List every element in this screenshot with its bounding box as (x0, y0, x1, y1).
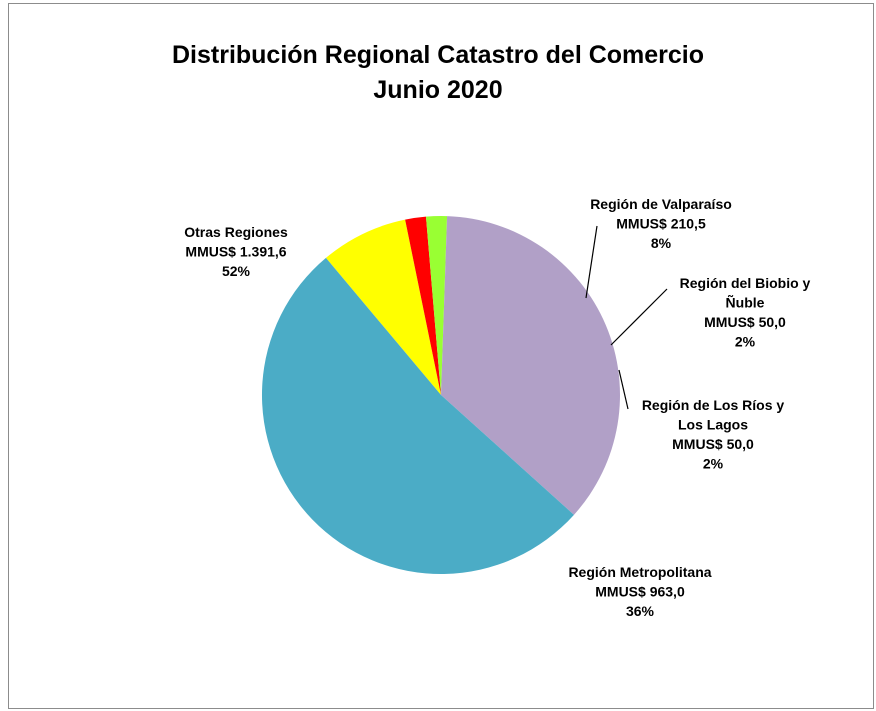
pie-slice-otras-regiones (261, 257, 574, 575)
data-label-metropolitana: Región Metropolitana MMUS$ 963,0 36% (568, 564, 711, 619)
leader-line-los-rios (618, 369, 629, 410)
pie-slice-valparaiso (325, 219, 441, 395)
chart-subtitle: Junio 2020 (373, 76, 503, 104)
data-label-valparaiso: Región de Valparaíso MMUS$ 210,5 8% (590, 196, 732, 251)
chart-title: Distribución Regional Catastro del Comer… (171, 41, 705, 69)
leader-line-valparaiso (585, 225, 598, 299)
pie-slice-biobio (405, 216, 441, 395)
data-label-otras-regiones: Otras Regiones MMUS$ 1.391,6 52% (184, 224, 288, 279)
leader-line-biobio (610, 288, 668, 346)
data-label-los-rios: Región de Los Ríos y Los Lagos MMUS$ 50,0 2… (642, 397, 785, 472)
data-label-biobio: Región del Biobio y Ñuble MMUS$ 50,0 2% (680, 275, 811, 350)
pie-slice-los-rios (425, 215, 448, 395)
pie-slice-metropolitana (441, 216, 620, 515)
